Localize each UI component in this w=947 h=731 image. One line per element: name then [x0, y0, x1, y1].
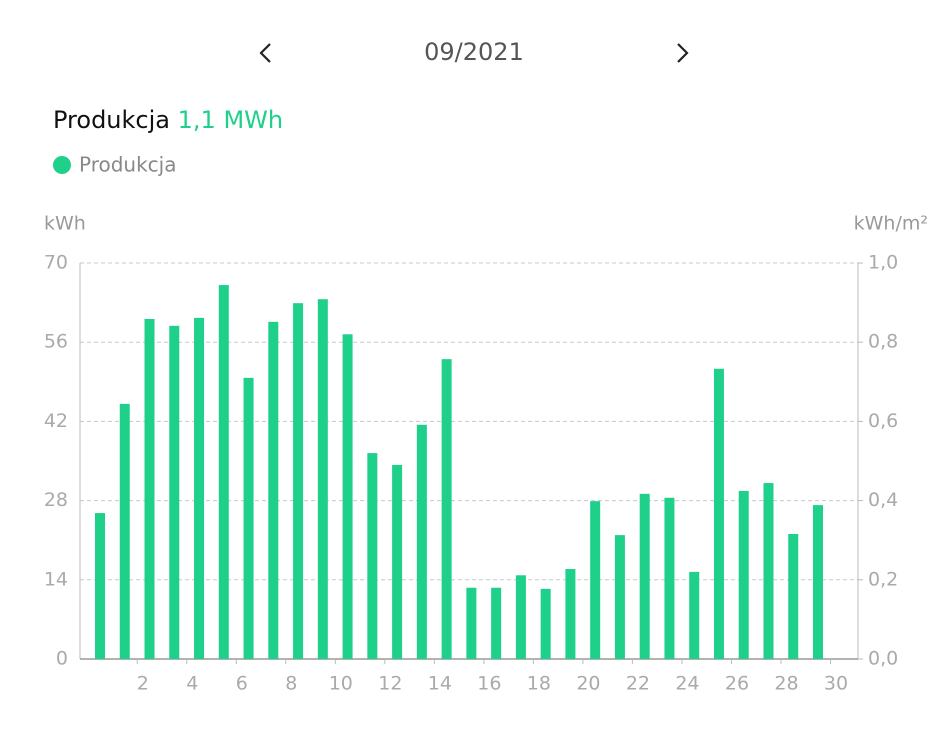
x-tick-label: 18: [527, 673, 551, 695]
bar: [416, 424, 427, 659]
y2-tick-label: 0,2: [868, 568, 898, 590]
x-tick-label: 30: [824, 673, 848, 695]
x-tick-label: 26: [725, 673, 749, 695]
bar: [590, 501, 601, 659]
y2-axis-label: kWh/m²: [854, 213, 928, 235]
y-tick-label: 70: [44, 252, 68, 274]
y-tick-label: 0: [56, 648, 68, 670]
y-axis-label: kWh: [44, 213, 86, 235]
prev-button[interactable]: [259, 43, 271, 63]
bar: [813, 505, 823, 659]
x-tick-label: 6: [236, 673, 248, 695]
bar: [441, 359, 452, 659]
bar: [466, 587, 477, 659]
y2-tick-label: 1,0: [868, 252, 898, 274]
x-tick-label: 24: [675, 673, 699, 695]
next-button[interactable]: [677, 43, 689, 63]
bar: [788, 533, 799, 659]
legend-swatch: [53, 156, 71, 174]
y-tick-label: 14: [44, 568, 68, 590]
summary-value: 1,1 MWh: [178, 106, 283, 134]
x-tick-label: 12: [378, 673, 402, 695]
x-tick-label: 10: [329, 673, 353, 695]
bar: [367, 453, 378, 659]
bar: [293, 303, 304, 659]
x-tick-label: 8: [285, 673, 297, 695]
x-tick-label: 16: [477, 673, 501, 695]
x-tick-label: 4: [186, 673, 198, 695]
y2-tick-label: 0,6: [868, 410, 898, 432]
period: 09/2021: [424, 38, 524, 66]
y2-tick-label: 0,0: [868, 648, 898, 670]
bar: [738, 490, 749, 659]
bar: [218, 285, 229, 659]
legend-label[interactable]: Produkcja: [79, 153, 177, 177]
x-tick-label: 14: [428, 673, 452, 695]
y-tick-label: 42: [44, 410, 68, 432]
bar: [713, 368, 724, 659]
x-tick-label: 2: [137, 673, 149, 695]
bar: [119, 403, 130, 659]
bar: [268, 321, 279, 659]
summary: Produkcja 1,1 MWh: [53, 106, 283, 134]
bar: [317, 299, 328, 659]
bar: [194, 317, 205, 659]
bar: [243, 377, 254, 659]
bar: [689, 571, 700, 659]
bar: [95, 513, 105, 659]
bar: [392, 464, 403, 659]
x-tick-label: 20: [576, 673, 600, 695]
bar: [664, 497, 675, 659]
y-tick-label: 56: [44, 331, 68, 353]
bar: [342, 334, 353, 659]
bar: [565, 569, 576, 659]
bar: [491, 587, 502, 659]
x-tick-label: 22: [626, 673, 650, 695]
y2-tick-label: 0,4: [868, 489, 898, 511]
x-tick-label: 28: [774, 673, 798, 695]
bar: [614, 535, 625, 659]
y2-tick-label: 0,8: [868, 331, 898, 353]
bar: [540, 588, 551, 659]
bar: [639, 493, 650, 659]
bar: [763, 483, 774, 659]
bar: [144, 319, 155, 659]
summary-label: Produkcja: [53, 106, 170, 134]
y-tick-label: 28: [44, 489, 68, 511]
bar: [515, 575, 526, 659]
bar: [169, 325, 180, 659]
